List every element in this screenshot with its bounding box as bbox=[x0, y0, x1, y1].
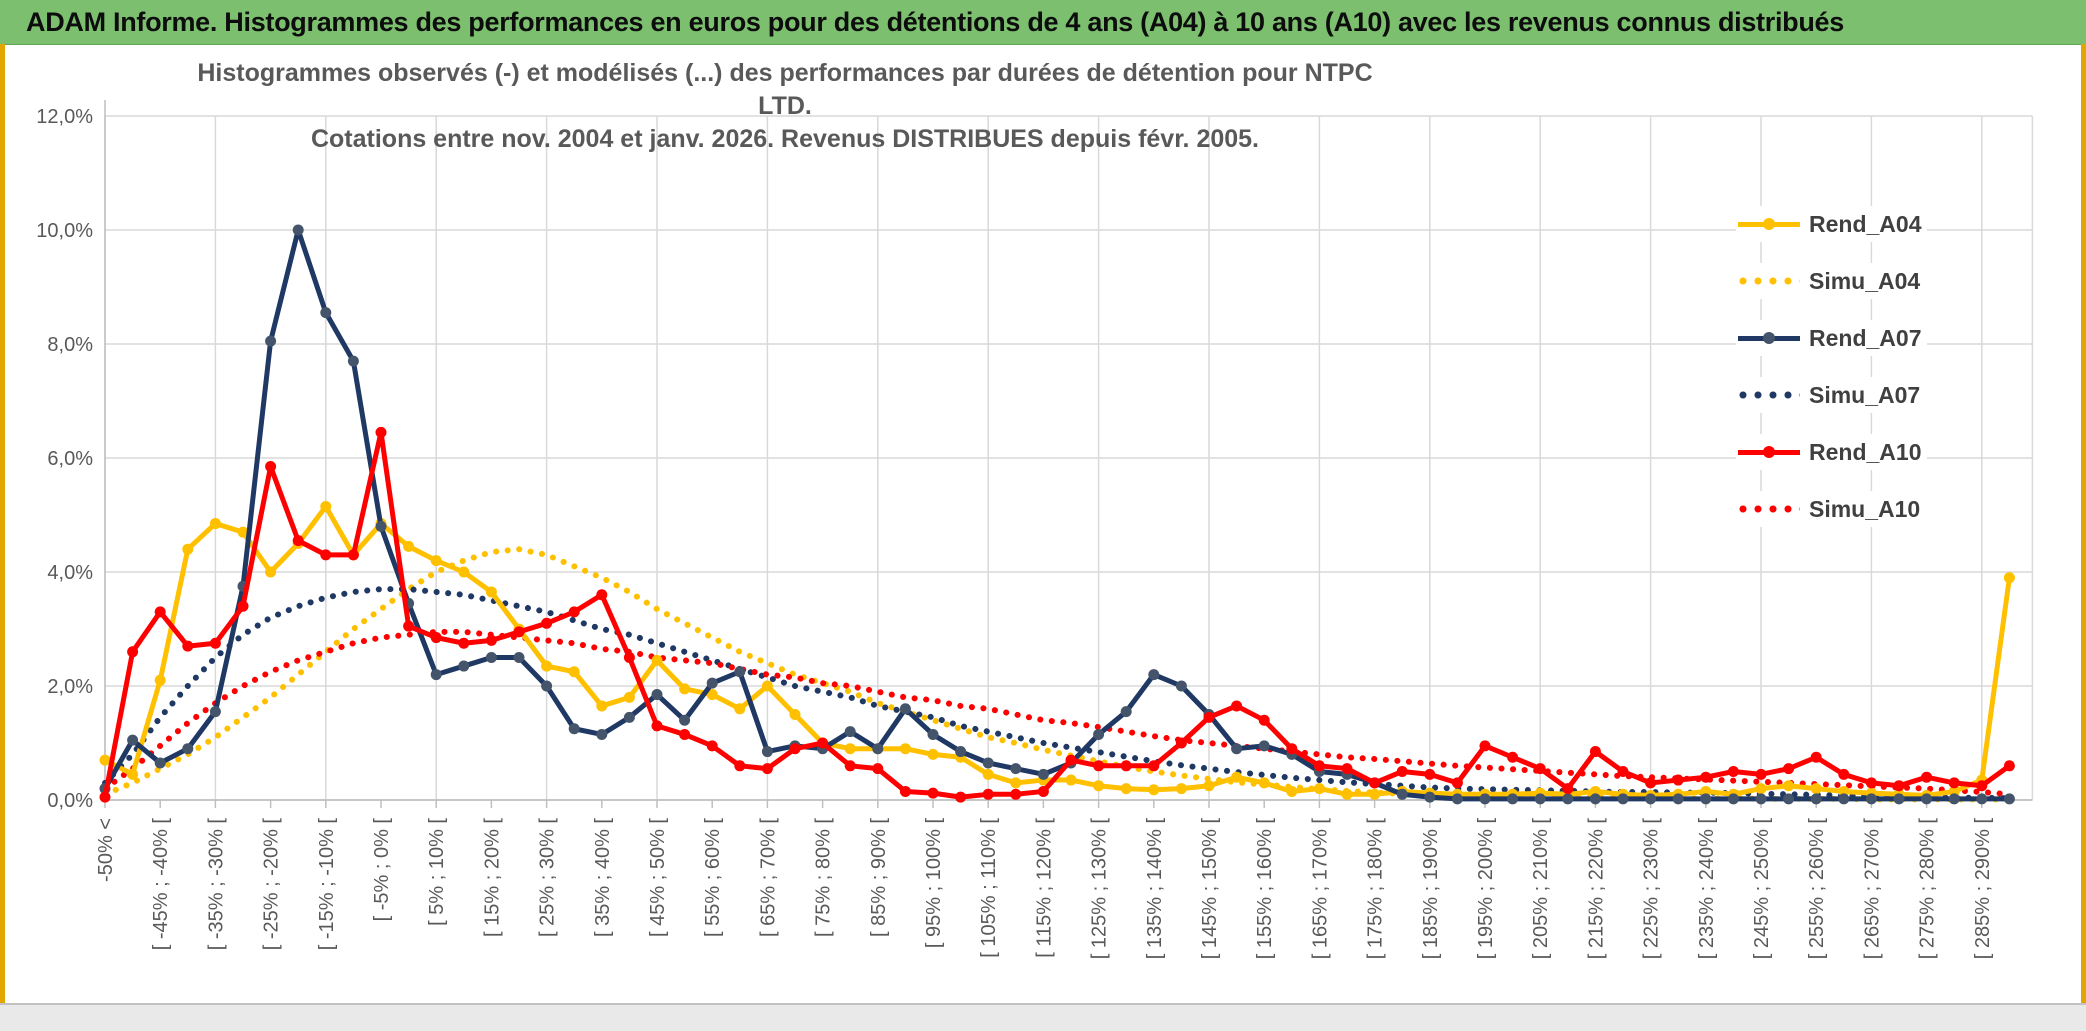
chart-title: Histogrammes observés (-) et modélisés (… bbox=[190, 57, 1380, 156]
series-Rend_A07 bbox=[99, 224, 2015, 805]
chart-title-line1: Histogrammes observés (-) et modélisés (… bbox=[197, 59, 1373, 120]
x-tick-label: [ -15% ; -10% [ bbox=[316, 818, 338, 951]
x-tick-label: [ -5% ; 0% [ bbox=[371, 818, 393, 922]
x-tick-label: [ 265% ; 270% [ bbox=[1861, 818, 1883, 960]
chart-title-line2: Cotations entre nov. 2004 et janv. 2026.… bbox=[310, 125, 1260, 153]
x-tick-label: [ 205% ; 210% [ bbox=[1530, 818, 1552, 960]
left-edge-border bbox=[0, 44, 5, 1005]
x-tick-label: [ 125% ; 130% [ bbox=[1089, 818, 1111, 960]
y-tick-label: 8,0% bbox=[47, 334, 93, 356]
right-edge-border bbox=[2081, 44, 2086, 1005]
x-tick-label: [ -25% ; -20% [ bbox=[261, 818, 283, 951]
simu-a10-dotted-swatch-icon bbox=[1738, 503, 1800, 515]
x-tick-label: [ 175% ; 180% [ bbox=[1365, 818, 1387, 960]
legend-label: Simu_A04 bbox=[1809, 267, 1921, 294]
x-tick-label: [ 285% ; 290% [ bbox=[1972, 818, 1994, 960]
legend-label: Rend_A07 bbox=[1809, 324, 1922, 351]
x-tick-label: [ 135% ; 140% [ bbox=[1144, 818, 1166, 960]
x-axis-labels: -50% < [ -45% ; -40% [ [ -35% ; -30% [ [ -2… bbox=[95, 818, 1994, 960]
chart-series bbox=[99, 224, 2015, 805]
x-tick-label: [ 25% ; 30% [ bbox=[537, 818, 559, 937]
legend-item-simu-a10[interactable]: Simu_A10 bbox=[1736, 491, 1928, 527]
x-tick-label: [ 195% ; 200% [ bbox=[1475, 818, 1497, 960]
y-axis-labels: 0,0% 2,0% 4,0% 6,0% 8,0% 10,0% 12,0% bbox=[36, 106, 93, 812]
x-tick-label: [ 215% ; 220% [ bbox=[1585, 818, 1607, 960]
simu-a07-dotted-swatch-icon bbox=[1738, 389, 1800, 401]
legend-item-rend-a10[interactable]: Rend_A10 bbox=[1736, 434, 1928, 470]
y-tick-label: 0,0% bbox=[47, 790, 93, 812]
legend-label: Rend_A10 bbox=[1809, 438, 1922, 465]
x-tick-label: [ 105% ; 110% [ bbox=[978, 818, 1000, 958]
x-tick-label: [ 185% ; 190% [ bbox=[1420, 818, 1442, 960]
bottom-scrollbar-track[interactable] bbox=[0, 1003, 2086, 1031]
y-tick-label: 6,0% bbox=[47, 448, 93, 470]
x-tick-label: [ 165% ; 170% [ bbox=[1309, 818, 1331, 960]
x-tick-label: [ 45% ; 50% [ bbox=[647, 818, 669, 937]
x-tick-label: [ -45% ; -40% [ bbox=[150, 818, 172, 951]
window-title-bar: ADAM Informe. Histogrammes des performan… bbox=[0, 0, 2086, 45]
x-tick-label: [ 65% ; 70% [ bbox=[757, 818, 779, 937]
x-tick-label: [ 75% ; 80% [ bbox=[813, 818, 835, 937]
legend-label: Simu_A07 bbox=[1809, 381, 1921, 408]
x-tick-label: [ 95% ; 100% [ bbox=[923, 818, 945, 949]
x-tick-label: [ 5% ; 10% [ bbox=[426, 818, 448, 926]
rend-a04-line-swatch-icon bbox=[1738, 218, 1800, 230]
x-tick-label: [ 115% ; 120% [ bbox=[1033, 818, 1055, 958]
series-Rend_A10 bbox=[99, 426, 2015, 803]
rend-a10-line-swatch-icon bbox=[1738, 446, 1800, 458]
x-tick-label: [ 55% ; 60% [ bbox=[702, 818, 724, 937]
x-tick-label: [ 225% ; 230% [ bbox=[1641, 818, 1663, 960]
chart-legend: Rend_A04 Simu_A04 Rend_A07 Simu_A07 Rend… bbox=[1736, 206, 1928, 548]
rend-a07-line-swatch-icon bbox=[1738, 332, 1800, 344]
legend-item-simu-a07[interactable]: Simu_A07 bbox=[1736, 377, 1928, 413]
y-tick-label: 10,0% bbox=[36, 220, 93, 242]
page-title: ADAM Informe. Histogrammes des performan… bbox=[26, 6, 1844, 37]
x-tick-label: [ 235% ; 240% [ bbox=[1696, 818, 1718, 960]
simu-a04-dotted-swatch-icon bbox=[1738, 275, 1800, 287]
x-tick-label: [ 15% ; 20% [ bbox=[481, 818, 503, 937]
x-tick-label: [ 35% ; 40% [ bbox=[592, 818, 614, 937]
x-tick-label: [ 255% ; 260% [ bbox=[1806, 818, 1828, 960]
x-tick-label: [ 85% ; 90% [ bbox=[868, 818, 890, 937]
x-tick-label: [ 155% ; 160% [ bbox=[1254, 818, 1276, 960]
legend-item-simu-a04[interactable]: Simu_A04 bbox=[1736, 263, 1928, 299]
legend-item-rend-a07[interactable]: Rend_A07 bbox=[1736, 320, 1928, 356]
y-tick-label: 2,0% bbox=[47, 676, 93, 698]
x-tick-label: -50% < bbox=[95, 818, 117, 882]
y-tick-label: 12,0% bbox=[36, 106, 93, 128]
legend-label: Rend_A04 bbox=[1809, 210, 1922, 237]
legend-label: Simu_A10 bbox=[1809, 495, 1921, 522]
y-tick-label: 4,0% bbox=[47, 562, 93, 584]
x-tick-label: [ 145% ; 150% [ bbox=[1199, 818, 1221, 960]
x-tick-label: [ -35% ; -30% [ bbox=[205, 818, 227, 951]
legend-item-rend-a04[interactable]: Rend_A04 bbox=[1736, 206, 1928, 242]
x-tick-label: [ 275% ; 280% [ bbox=[1917, 818, 1939, 960]
x-tick-label: [ 245% ; 250% [ bbox=[1751, 818, 1773, 960]
